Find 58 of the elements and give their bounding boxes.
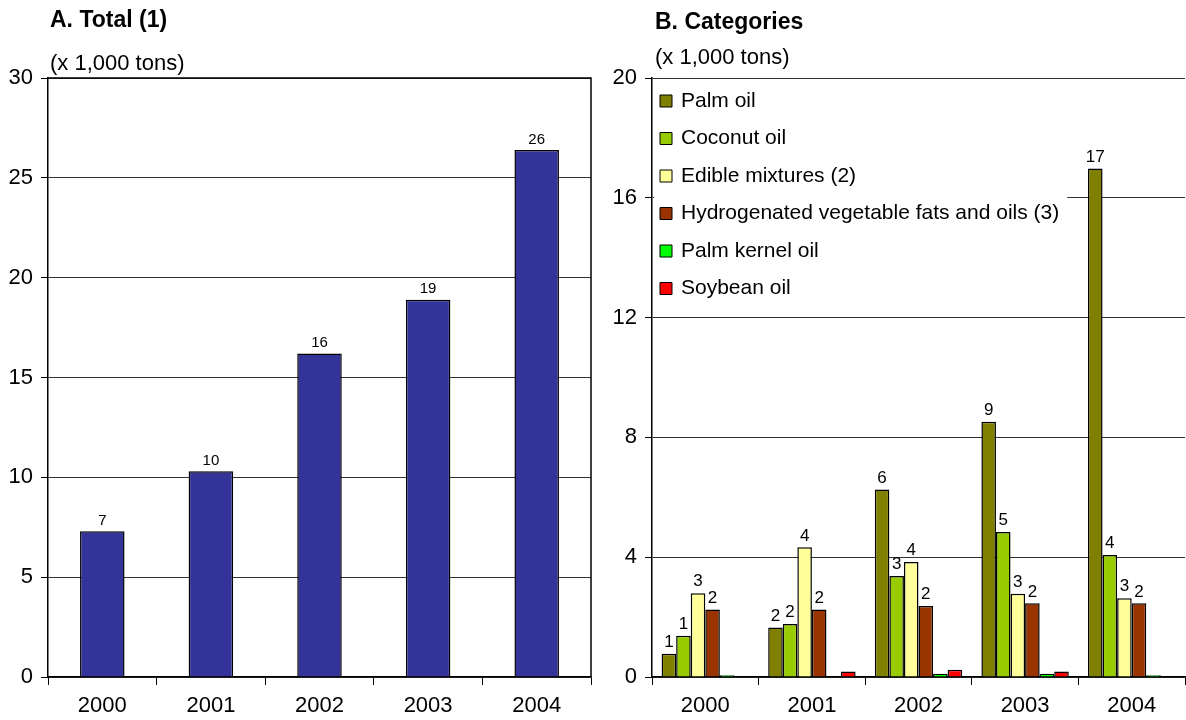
x-tick-label: 2003 [403,692,453,718]
x-tick-label: 2004 [512,692,562,718]
data-label: 5 [998,510,1008,530]
legend-label: Edible mixtures (2) [681,162,857,186]
data-label: 3 [1013,571,1023,591]
data-label: 17 [1085,146,1105,166]
data-label: 3 [693,571,703,591]
y-tick-label: 0 [20,663,33,689]
y-tick-label: 20 [8,263,33,289]
data-label: 3 [1119,576,1130,596]
data-label: 19 [419,279,437,297]
x-tick-label: 2001 [787,692,837,718]
y-tick-label: 8 [624,423,637,449]
y-tick-label: 25 [8,163,33,189]
y-tick-label: 16 [612,183,637,209]
legend-label: Soybean oil [681,275,791,299]
y-axis-title: (x 1,000 tons) [655,44,790,70]
data-label: 7 [98,510,107,528]
data-label: 6 [877,467,887,487]
data-label: 26 [528,129,546,147]
x-tick-label: 2002 [894,692,943,718]
y-tick-label: 30 [8,64,33,90]
legend-label: Palm oil [681,87,756,111]
x-tick-label: 2000 [77,692,127,718]
y-tick-label: 4 [624,543,637,569]
y-axis-title: (x 1,000 tons) [50,50,185,76]
data-label: 2 [921,584,931,604]
y-tick-label: 10 [8,463,33,489]
data-label: 4 [906,540,916,560]
y-tick-label: 0 [624,663,637,689]
data-label: 2 [785,602,795,622]
y-tick-label: 20 [612,64,637,90]
legend-label: Palm kernel oil [681,237,819,261]
chart-title: B. Categories [655,8,804,34]
data-label: 9 [983,400,994,420]
legend-label: Hydrogenated vegetable fats and oils (3) [681,200,1060,224]
data-label: 2 [1027,581,1038,601]
x-tick-label: 2001 [186,692,236,718]
x-tick-label: 2002 [295,692,344,718]
data-label: 10 [202,450,220,468]
data-label: 1 [664,631,674,651]
data-label: 2 [814,587,824,607]
data-label: 2 [1134,581,1144,601]
x-tick-label: 2000 [680,692,730,718]
data-label: 16 [311,333,328,351]
data-label: 3 [891,554,902,574]
data-label: 2 [770,605,781,625]
chart-title: A. Total (1) [50,6,168,32]
data-label: 1 [678,613,689,633]
y-tick-label: 12 [612,303,637,329]
x-tick-label: 2003 [1000,692,1050,718]
x-tick-label: 2004 [1107,692,1157,718]
legend-label: Coconut oil [681,125,787,149]
y-tick-label: 5 [20,563,33,589]
y-tick-label: 15 [8,363,33,389]
data-label: 4 [799,525,810,545]
data-label: 2 [707,587,718,607]
data-label: 4 [1105,533,1115,553]
